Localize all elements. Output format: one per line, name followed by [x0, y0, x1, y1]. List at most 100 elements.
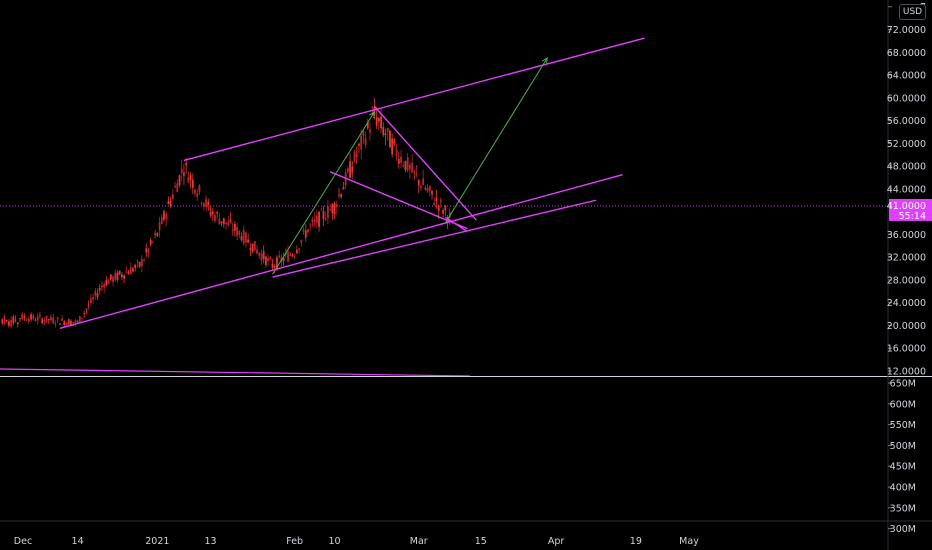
candle-body: [127, 272, 130, 275]
candle-body: [14, 319, 17, 321]
time-label: 14: [72, 536, 84, 547]
volume-tick-label: 350M: [890, 503, 916, 514]
candle-body: [19, 318, 21, 319]
candle-body: [371, 113, 374, 115]
time-axis[interactable]: Dec 14 2021 13 Feb 10 Mar 15 Apr 19 May: [0, 520, 932, 547]
candle-body: [335, 203, 338, 208]
candle-body: [65, 322, 68, 326]
candle-body: [293, 255, 296, 257]
time-label: Mar: [410, 536, 428, 547]
candle-body: [198, 185, 201, 193]
candle-body: [52, 317, 55, 324]
price-tick-label: 64.0000: [887, 71, 926, 82]
candle-body: [218, 218, 221, 225]
candle-body: [125, 271, 128, 273]
candle-body: [258, 252, 261, 256]
price-tick-label: 56.0000: [887, 116, 926, 127]
candle-body: [278, 255, 281, 258]
candle-body: [282, 257, 285, 262]
candle-body: [169, 200, 172, 206]
candle-body: [209, 212, 212, 216]
candle-body: [366, 121, 369, 129]
candle-body: [216, 212, 219, 214]
candle-body: [435, 197, 438, 202]
candle-body: [30, 314, 32, 320]
projection-arrow[interactable]: [272, 111, 375, 275]
candle-body: [406, 157, 409, 171]
candle-body: [3, 316, 6, 324]
candle-body: [140, 259, 143, 267]
candle-body: [132, 268, 134, 272]
candle-body: [45, 315, 48, 322]
candle-body: [214, 214, 216, 222]
trendline[interactable]: [329, 171, 468, 230]
candle-body: [96, 293, 99, 298]
volume-axis[interactable]: 650M 600M 550M 500M 450M 400M 350M 300M: [888, 379, 916, 536]
time-label: 19: [630, 536, 642, 547]
currency-button[interactable]: USD: [899, 4, 926, 20]
candle-body: [307, 228, 309, 233]
trendlines[interactable]: [0, 37, 645, 377]
candle-body: [402, 165, 405, 167]
trendline[interactable]: [183, 37, 645, 162]
candle-body: [262, 251, 265, 260]
candle-body: [391, 138, 394, 155]
candle-body: [338, 194, 340, 196]
price-tick-label: 44.0000: [887, 184, 926, 195]
candle-body: [200, 202, 203, 204]
candle-body: [256, 249, 258, 254]
candle-body: [202, 203, 205, 207]
candle-body: [129, 267, 132, 275]
candle-body: [205, 198, 207, 208]
candle-body: [353, 151, 356, 162]
candle-body: [269, 257, 272, 259]
candle-body: [196, 193, 199, 197]
candle-body: [411, 162, 413, 173]
price-tick-label: 20.0000: [887, 321, 926, 332]
volume-tick-label: 300M: [890, 524, 916, 535]
price-tick-label: 32.0000: [887, 253, 926, 264]
candle-body: [273, 265, 276, 268]
time-label: 15: [475, 536, 487, 547]
candle-body: [27, 318, 30, 322]
candle-body: [149, 239, 152, 245]
trendline[interactable]: [444, 216, 468, 233]
candle-body: [89, 298, 92, 304]
trendline[interactable]: [272, 199, 597, 278]
candle-body: [404, 160, 407, 171]
price-tick-label: 48.0000: [887, 162, 926, 173]
price-tick-label: 16.0000: [887, 344, 926, 355]
candle-body: [346, 168, 349, 173]
price-tick-label: 52.0000: [887, 139, 926, 150]
candle-body: [304, 230, 307, 238]
candle-body: [152, 241, 154, 243]
candle-body: [442, 210, 445, 214]
bar-countdown: 55:14: [899, 211, 926, 222]
candle-body: [32, 315, 35, 319]
trendline[interactable]: [59, 173, 623, 329]
volume-tick-label: 400M: [890, 483, 916, 494]
trendline[interactable]: [373, 105, 477, 221]
candle-body: [329, 209, 332, 211]
candle-body: [331, 204, 334, 214]
candle-body: [180, 168, 183, 174]
candle-body: [94, 291, 97, 296]
candle-body: [101, 286, 103, 287]
candle-body: [194, 189, 196, 194]
candle-body: [5, 319, 8, 321]
candle-body: [384, 133, 387, 136]
candle-body: [114, 272, 117, 280]
candle-body: [39, 315, 41, 317]
candle-body: [375, 117, 378, 126]
candle-body: [12, 316, 15, 323]
candle-body: [171, 194, 174, 199]
projection-arrow[interactable]: [444, 57, 548, 224]
candle-body: [163, 211, 165, 220]
trendline[interactable]: [0, 368, 471, 377]
candle-body: [222, 217, 225, 225]
candle-body: [67, 319, 70, 325]
candle-body: [56, 317, 59, 320]
candle-body: [342, 187, 345, 190]
candle-body: [320, 209, 323, 211]
